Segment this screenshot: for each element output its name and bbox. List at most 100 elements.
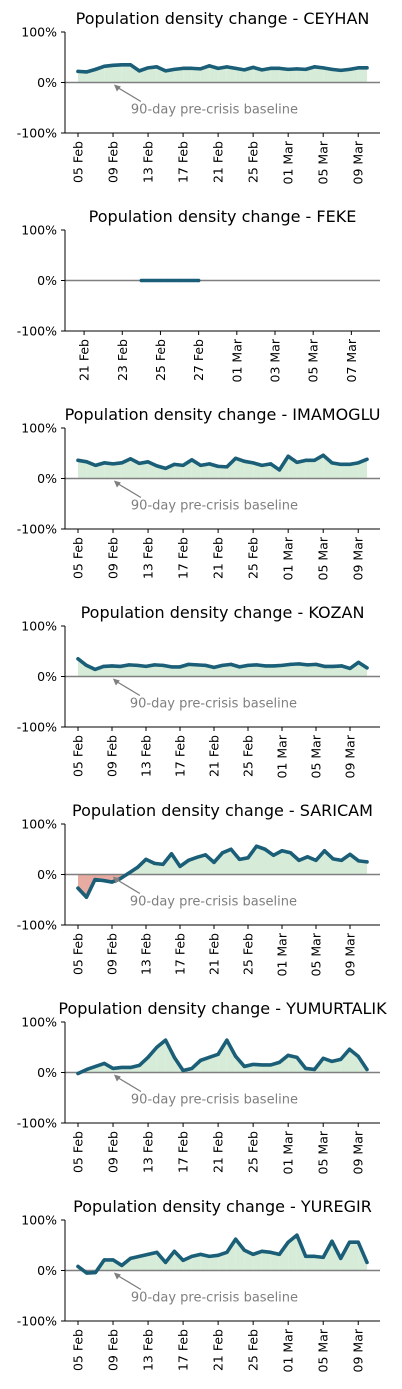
- x-tick-label: 05 Mar: [308, 932, 323, 976]
- positive-fill-segment: [256, 664, 265, 677]
- data-point: [93, 463, 98, 467]
- data-point: [93, 1064, 98, 1069]
- panel-0: Population density change - CEYHAN 90-day…: [17, 9, 380, 184]
- data-point: [85, 460, 89, 464]
- data-point: [85, 1271, 89, 1275]
- x-tick-label: 03 Mar: [268, 338, 283, 382]
- data-point: [76, 1071, 80, 1076]
- positive-fill-segment: [281, 664, 291, 677]
- data-point: [110, 664, 114, 668]
- x-tick-label: 01 Mar: [281, 1130, 296, 1174]
- x-tick-label: 25 Feb: [246, 1131, 261, 1173]
- data-point: [127, 663, 131, 667]
- data-point: [172, 1055, 176, 1059]
- positive-fill-segment: [130, 1256, 140, 1271]
- data-point: [234, 1054, 238, 1058]
- data-point: [242, 68, 246, 72]
- x-tick-label: 09 Mar: [351, 536, 366, 580]
- data-point: [118, 664, 123, 668]
- positive-fill-segment: [154, 863, 164, 875]
- data-point: [155, 1045, 159, 1049]
- data-point: [181, 66, 185, 70]
- y-tick-label: -100%: [17, 1314, 57, 1329]
- data-point: [321, 1056, 325, 1060]
- positive-fill-segment: [104, 462, 114, 479]
- positive-fill-segment: [222, 664, 231, 677]
- annotation-text: 90-day pre-crisis baseline: [131, 1291, 298, 1306]
- x-tick-label: 09 Feb: [106, 1131, 121, 1173]
- positive-fill-segment: [121, 64, 131, 83]
- data-point: [197, 278, 201, 283]
- chart-title: Population density change - IMAMOGLU: [65, 405, 381, 424]
- data-point: [356, 1054, 360, 1058]
- panel-6: Population density change - YUREGIR 90-da…: [17, 1197, 380, 1372]
- data-point: [269, 1250, 273, 1254]
- x-tick-label: 01 Mar: [229, 338, 244, 382]
- x-tick-label: 09 Mar: [351, 1328, 366, 1372]
- data-point: [207, 64, 211, 68]
- x-tick-label: 13 Feb: [141, 537, 156, 579]
- data-point: [216, 1052, 220, 1056]
- annotation-arrowhead: [113, 480, 121, 488]
- data-point: [251, 461, 255, 465]
- positive-fill-segment: [222, 849, 231, 875]
- data-point: [269, 462, 273, 466]
- y-tick-label: 100%: [21, 1015, 57, 1030]
- x-tick-label: 01 Mar: [274, 932, 289, 976]
- x-tick-label: 05 Mar: [316, 140, 331, 184]
- data-point: [348, 852, 352, 856]
- data-point: [203, 853, 208, 857]
- x-tick-label: 21 Feb: [211, 1131, 226, 1173]
- data-point: [120, 1263, 124, 1268]
- x-tick-label: 05 Mar: [306, 338, 321, 382]
- data-point: [322, 664, 327, 668]
- data-point: [347, 1240, 352, 1244]
- data-point: [101, 664, 106, 668]
- panel-2: Population density change - IMAMOGLU 90-d…: [17, 405, 381, 580]
- data-point: [76, 69, 80, 73]
- data-point: [84, 895, 89, 899]
- x-tick-label: 09 Feb: [105, 933, 120, 975]
- x-tick-label: 21 Feb: [211, 537, 226, 579]
- positive-fill-segment: [253, 1251, 262, 1271]
- data-point: [254, 663, 259, 667]
- positive-fill-segment: [130, 64, 140, 83]
- data-point: [220, 851, 225, 855]
- data-point: [331, 664, 335, 668]
- data-point: [139, 278, 143, 283]
- positive-fill-segment: [296, 460, 306, 479]
- positive-fill-segment: [214, 852, 223, 875]
- data-point: [347, 67, 352, 71]
- data-point: [190, 66, 194, 70]
- data-point: [288, 662, 293, 666]
- data-point: [251, 1062, 255, 1067]
- data-point: [93, 67, 98, 71]
- data-point: [172, 462, 176, 466]
- panel-5: Population density change - YUMURTALIK 90…: [17, 999, 387, 1174]
- annotation-arrowhead: [113, 1272, 121, 1280]
- data-point: [137, 461, 141, 465]
- data-point: [207, 462, 211, 466]
- positive-fill-segment: [191, 1254, 201, 1271]
- positive-fill-segment: [174, 464, 184, 479]
- positive-fill-segment: [273, 665, 282, 677]
- data-point: [137, 1254, 141, 1258]
- data-point: [161, 862, 165, 866]
- data-point: [339, 858, 344, 862]
- x-tick-label: 05 Mar: [308, 734, 323, 778]
- x-tick-label: 17 Feb: [176, 1131, 191, 1173]
- data-point: [260, 463, 264, 467]
- x-tick-label: 01 Mar: [274, 734, 289, 778]
- x-tick-label: 21 Feb: [211, 1329, 226, 1371]
- positive-fill-segment: [209, 1054, 219, 1073]
- x-tick-label: 01 Mar: [281, 536, 296, 580]
- positive-fill-segment: [358, 459, 367, 479]
- positive-fill-segment: [298, 663, 308, 677]
- data-point: [152, 663, 157, 667]
- x-tick-label: 05 Feb: [71, 1329, 86, 1371]
- data-point: [339, 462, 343, 466]
- x-tick-label: 09 Mar: [342, 932, 357, 976]
- annotation-text: 90-day pre-crisis baseline: [131, 103, 298, 118]
- data-point: [199, 1058, 203, 1062]
- positive-fill-segment: [235, 1239, 245, 1271]
